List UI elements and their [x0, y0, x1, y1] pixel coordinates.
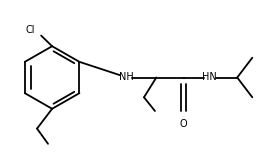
Text: HN: HN	[202, 73, 217, 82]
Text: NH: NH	[119, 73, 134, 82]
Text: O: O	[180, 119, 188, 129]
Text: Cl: Cl	[25, 25, 35, 35]
